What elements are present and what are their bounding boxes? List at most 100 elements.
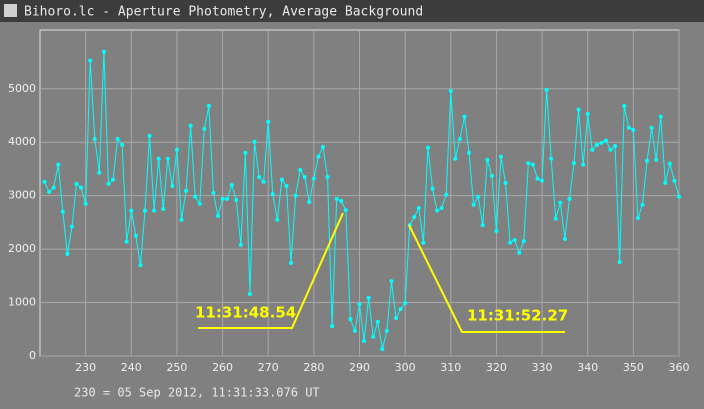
data-point — [489, 173, 494, 178]
data-point — [667, 161, 672, 166]
data-point — [677, 194, 681, 199]
data-point — [535, 176, 540, 181]
data-point — [193, 194, 198, 199]
data-point — [508, 240, 513, 245]
data-point — [229, 182, 234, 187]
data-point — [540, 178, 545, 183]
data-point — [585, 111, 590, 116]
data-point — [307, 200, 312, 205]
data-point — [293, 193, 298, 198]
annotation-line — [408, 224, 565, 333]
data-point — [576, 107, 581, 112]
y-tick-label: 2000 — [8, 242, 36, 255]
x-tick-label: 290 — [349, 361, 370, 374]
data-point — [457, 137, 462, 142]
data-point — [279, 177, 284, 182]
data-point — [526, 161, 531, 166]
data-point — [284, 184, 289, 189]
data-point — [599, 140, 604, 145]
data-point — [311, 176, 316, 181]
data-point — [635, 216, 640, 221]
data-point — [101, 49, 106, 54]
data-point — [594, 142, 599, 147]
data-point — [626, 125, 631, 130]
data-point — [42, 179, 47, 184]
data-point — [362, 339, 367, 344]
data-point — [412, 215, 417, 220]
data-point — [494, 228, 499, 233]
data-point — [581, 162, 586, 167]
data-point — [608, 147, 613, 152]
data-point — [567, 196, 572, 201]
data-point — [334, 196, 339, 201]
data-point — [133, 233, 138, 238]
data-point — [266, 119, 271, 124]
data-point — [275, 217, 280, 222]
data-point — [398, 306, 403, 311]
data-point — [211, 191, 216, 195]
window-icon[interactable] — [4, 4, 17, 17]
data-point — [343, 208, 348, 213]
data-point — [302, 174, 307, 179]
data-point — [339, 199, 344, 204]
x-tick-label: 330 — [532, 361, 553, 374]
data-point — [289, 261, 294, 266]
data-point — [366, 295, 371, 300]
data-point — [298, 168, 303, 173]
data-point — [375, 319, 380, 324]
data-point — [92, 137, 97, 142]
data-point — [79, 185, 84, 190]
x-tick-label: 320 — [486, 361, 507, 374]
data-point — [430, 186, 435, 191]
data-point — [56, 162, 61, 167]
data-point — [631, 127, 636, 132]
data-point — [243, 150, 248, 155]
data-point — [142, 208, 147, 213]
data-point — [60, 209, 65, 214]
y-tick-label: 5000 — [8, 82, 36, 95]
data-point — [348, 317, 353, 322]
x-tick-label: 260 — [212, 361, 233, 374]
data-point — [572, 161, 577, 166]
data-point — [640, 202, 645, 207]
data-point — [129, 208, 134, 213]
data-point — [480, 223, 485, 228]
data-point — [325, 174, 330, 179]
data-point — [517, 250, 522, 255]
x-tick-label: 350 — [623, 361, 644, 374]
data-point — [380, 347, 385, 352]
data-point — [270, 192, 275, 197]
data-point — [485, 157, 490, 162]
data-point — [83, 201, 88, 206]
data-point — [613, 143, 618, 148]
data-point — [65, 251, 70, 256]
data-point — [225, 196, 230, 201]
data-point — [106, 181, 111, 186]
data-point — [161, 207, 166, 212]
data-point — [663, 180, 668, 185]
data-point — [622, 103, 627, 108]
data-point — [471, 202, 476, 207]
x-tick-label: 240 — [121, 361, 142, 374]
data-point — [476, 194, 481, 199]
data-point — [188, 123, 193, 128]
data-point — [512, 238, 517, 243]
data-point — [357, 302, 362, 307]
y-tick-label: 1000 — [8, 296, 36, 309]
data-point — [553, 216, 558, 221]
data-line — [44, 51, 680, 350]
data-point — [238, 242, 243, 247]
y-tick-label: 3000 — [8, 189, 36, 202]
data-point — [220, 196, 225, 201]
data-point — [394, 316, 399, 321]
data-point — [603, 138, 608, 143]
data-point — [156, 156, 161, 161]
x-tick-label: 360 — [669, 361, 690, 374]
data-point — [562, 236, 567, 241]
data-point — [165, 156, 170, 161]
annotation-line — [198, 212, 344, 329]
y-tick-label: 0 — [29, 349, 36, 362]
data-point — [649, 125, 654, 130]
data-point — [206, 103, 211, 108]
